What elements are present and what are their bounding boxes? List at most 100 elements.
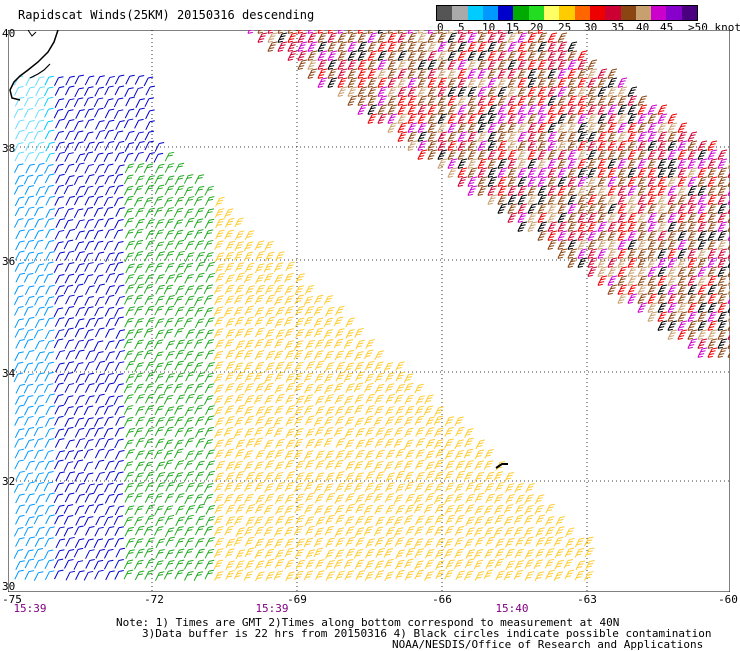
wind-barb (35, 285, 45, 296)
wind-barb (567, 194, 578, 205)
wind-barb (234, 493, 244, 504)
wind-barb (335, 305, 345, 316)
wind-barb (45, 284, 55, 295)
wind-barb (55, 450, 65, 460)
wind-barb (124, 482, 134, 493)
wind-barb (84, 174, 95, 184)
wind-barb (627, 95, 638, 106)
wind-barb (434, 471, 444, 482)
wind-barb (434, 514, 445, 525)
wind-barb (427, 68, 438, 79)
wind-barb (647, 176, 658, 187)
wind-barb (223, 395, 234, 405)
wind-barb (44, 537, 54, 548)
wind-barb (467, 68, 478, 79)
wind-barb (567, 104, 578, 115)
wind-barb (155, 472, 166, 482)
wind-barb (385, 472, 395, 483)
wind-barb (244, 305, 255, 316)
wind-barb (637, 248, 648, 259)
wind-barb (424, 559, 435, 570)
wind-barb (597, 257, 608, 268)
wind-barb (154, 318, 165, 328)
wind-barb (225, 472, 235, 482)
wind-barb (44, 329, 55, 340)
wind-barb (395, 371, 406, 382)
wind-barb (423, 504, 434, 514)
wind-barb (184, 427, 194, 437)
wind-barb (417, 149, 428, 160)
wind-barb (45, 208, 55, 218)
wind-barb (457, 59, 468, 70)
wind-barb (435, 560, 445, 571)
wind-barb (637, 131, 648, 142)
wind-barb (445, 460, 455, 471)
wind-barb (213, 559, 224, 570)
wind-barb (45, 393, 55, 404)
wind-barb (243, 349, 254, 360)
wind-barb (627, 176, 638, 187)
wind-barb (497, 203, 508, 214)
latitude-label: 40 (2, 27, 16, 40)
wind-barb (527, 95, 538, 106)
wind-barb (65, 439, 75, 450)
wind-barb (657, 293, 668, 304)
wind-barb (124, 317, 134, 328)
wind-barb (63, 461, 74, 471)
wind-barb (154, 351, 164, 362)
wind-barb (497, 131, 508, 142)
wind-barb (587, 131, 598, 142)
wind-barb (434, 526, 444, 536)
colorbar-swatch (513, 6, 529, 20)
wind-barb (335, 328, 345, 338)
wind-barb (527, 221, 538, 232)
wind-barb (114, 460, 124, 470)
wind-barb (84, 86, 94, 96)
wind-barb (497, 122, 508, 133)
wind-barb (44, 164, 54, 174)
wind-barb (214, 493, 224, 504)
wind-barb (114, 284, 125, 295)
wind-barb (44, 449, 54, 460)
wind-barb (203, 493, 214, 504)
wind-barb (417, 50, 428, 61)
wind-barb (577, 131, 588, 142)
wind-barb (225, 415, 235, 426)
wind-barb (64, 559, 74, 569)
wind-barb (454, 449, 465, 460)
wind-barb (63, 219, 74, 229)
wind-barb (215, 273, 225, 283)
wind-barb (385, 482, 395, 492)
wind-barb (124, 217, 134, 228)
wind-barb (484, 482, 495, 493)
wind-barb (204, 559, 215, 570)
wind-barb (93, 229, 104, 240)
wind-barb (294, 317, 305, 328)
wind-barb (84, 372, 95, 383)
wind-barb (15, 493, 25, 504)
wind-barb (124, 163, 135, 174)
wind-barb (145, 263, 155, 273)
wind-barb (204, 208, 215, 219)
wind-barb (135, 140, 145, 151)
wind-barb (317, 77, 328, 88)
wind-barb (487, 122, 498, 133)
time-label: 15:39 (255, 602, 289, 615)
wind-barb (365, 538, 375, 549)
wind-barb (255, 503, 265, 514)
wind-barb (334, 459, 344, 470)
wind-barb (375, 449, 385, 460)
wind-barb (367, 50, 378, 61)
wind-barb (667, 122, 678, 133)
wind-barb (95, 548, 105, 559)
wind-barb (527, 59, 538, 70)
wind-barb (274, 494, 285, 504)
wind-barb (294, 428, 304, 438)
wind-barb (244, 493, 254, 504)
wind-barb (537, 176, 548, 187)
wind-barb (15, 250, 25, 261)
wind-barb (315, 570, 325, 581)
wind-barb (687, 320, 698, 331)
wind-barb (124, 439, 134, 450)
wind-barb (25, 460, 35, 471)
